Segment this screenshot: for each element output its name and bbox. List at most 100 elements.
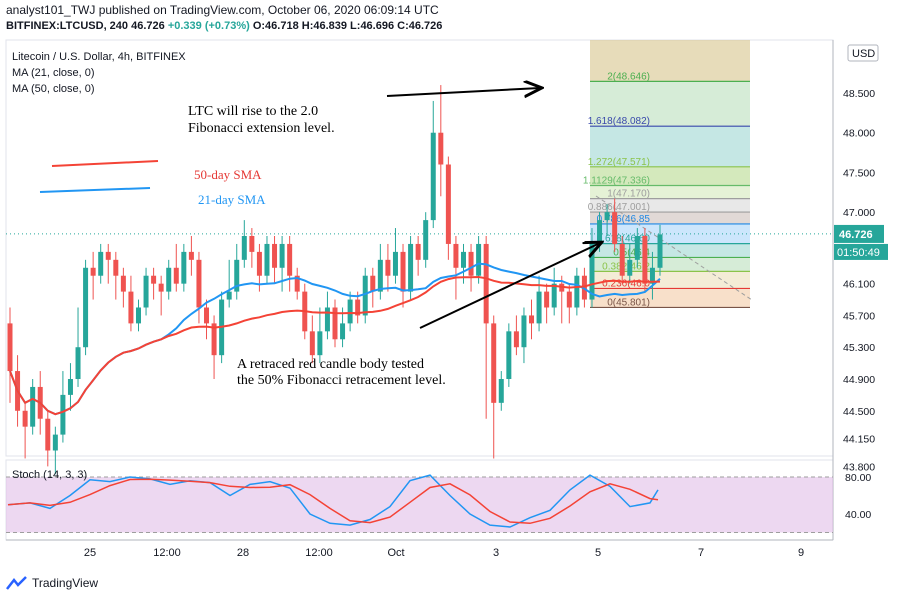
candle (642, 236, 648, 284)
candle (377, 259, 383, 292)
fib-trend-line (595, 195, 753, 301)
candle (529, 315, 535, 324)
ohlc-values: O:46.718 H:46.839 L:46.696 C:46.726 (252, 20, 443, 32)
footer-brand[interactable]: TradingView (6, 576, 98, 590)
candle (634, 236, 640, 260)
last-price-tag-label: 46.726 (839, 229, 873, 241)
countdown-tag (834, 243, 888, 260)
candle (415, 243, 421, 260)
candle (619, 243, 625, 276)
fib-level-label: 1.1129(47.336) (583, 175, 650, 186)
candle (158, 283, 164, 292)
candle (90, 267, 96, 276)
candle (400, 251, 406, 292)
footer-brand-label: TradingView (32, 576, 99, 590)
candle (143, 275, 149, 308)
last-price: 46.726 (131, 20, 165, 32)
legend-ma21: MA (21, close, 0) (12, 67, 95, 79)
sma50-annotation: 50-day SMA (194, 167, 262, 182)
candle (513, 331, 519, 348)
candle (506, 331, 512, 379)
fib-zone (590, 212, 750, 224)
price-tick-label: 47.500 (843, 167, 875, 179)
symbol-header: BITFINEX:LTCUSD, 240 46.726 +0.339 (+0.7… (6, 20, 442, 32)
time-tick-label: 7 (698, 547, 704, 559)
fib-level-label: 0.236(46.0 (602, 278, 650, 289)
time-tick-label: Oct (387, 547, 404, 559)
candle (67, 379, 73, 395)
candle (256, 251, 262, 276)
currency-button[interactable] (847, 44, 879, 62)
candle (544, 291, 550, 308)
symbol[interactable]: BITFINEX:LTCUSD, 240 (6, 20, 129, 32)
stoch-k-line (7, 474, 659, 528)
fib-level-label: 0.382(46.2 (602, 261, 650, 272)
annotation-top-2: Fibonacci extension level. (188, 121, 335, 136)
candle (362, 275, 368, 316)
candle (468, 251, 474, 276)
fib-level-label: 1.272(47.571) (588, 157, 650, 168)
fib-zone (590, 81, 750, 127)
fib-level-label: 0.5(46.4 (613, 247, 650, 258)
stoch-tick-label: 80.00 (845, 472, 871, 484)
candle (392, 251, 398, 276)
candle (521, 315, 527, 348)
countdown-tag-label: 01:50:49 (837, 247, 880, 259)
candle (649, 267, 655, 284)
price-tick-label: 44.500 (843, 406, 875, 418)
candle (211, 323, 217, 356)
price-tick-label: 47.000 (843, 207, 875, 219)
candle (536, 291, 542, 324)
fib-top-zone (590, 40, 750, 82)
annotation-bottom-2: the 50% Fibonacci retracement level. (237, 373, 446, 388)
sma21-annotation: 21-day SMA (198, 192, 266, 207)
candle (151, 275, 157, 284)
candle (113, 259, 119, 276)
candle (491, 323, 497, 403)
fib-level-label: 0(45.801) (607, 297, 650, 308)
price-change: +0.339 (+0.73%) (167, 20, 250, 32)
candle (370, 275, 376, 292)
time-tick-label: 28 (237, 547, 249, 559)
candle (272, 243, 278, 268)
candle (45, 418, 51, 451)
sma-50-line (9, 275, 661, 416)
candle (332, 307, 338, 340)
candle (279, 243, 285, 268)
fib-level-label: 1.618(48.082) (588, 116, 650, 127)
time-tick-label: 5 (595, 547, 601, 559)
candle (196, 259, 202, 308)
fib-zone (590, 166, 750, 186)
tradingview-logo-icon (6, 576, 27, 590)
price-tick-label: 48.500 (843, 88, 875, 100)
candle (597, 220, 603, 244)
candle (241, 236, 247, 260)
fib-level-label: 0.886(47.001) (588, 202, 650, 213)
candle (204, 307, 210, 324)
candle (294, 275, 300, 292)
candle (430, 132, 436, 221)
legend-title: Litecoin / U.S. Dollar, 4h, BITFINEX (12, 51, 186, 63)
arrow-to-retracement (419, 243, 600, 329)
candle (181, 251, 187, 284)
sma21-legend-line (39, 187, 151, 193)
candle (612, 212, 618, 244)
time-tick-label: 9 (798, 547, 804, 559)
currency-button-label: USD (852, 48, 875, 60)
time-tick-label: 25 (84, 547, 96, 559)
candle (7, 323, 13, 372)
fib-zone (590, 185, 750, 199)
candle (324, 307, 330, 332)
candle (188, 251, 194, 260)
candle (264, 243, 270, 276)
fib-level-label: 0.618(46.60 (597, 234, 651, 245)
candle (551, 283, 557, 308)
published-line: analyst101_TWJ published on TradingView.… (6, 3, 439, 17)
candle (460, 251, 466, 268)
annotation-bottom-1: A retraced red candle body tested (237, 357, 424, 372)
candle (566, 291, 572, 308)
fib-level-label: 0.786(46.85 (597, 214, 651, 225)
candle (483, 243, 489, 324)
stoch-label: Stoch (14, 3, 3) (12, 469, 87, 481)
